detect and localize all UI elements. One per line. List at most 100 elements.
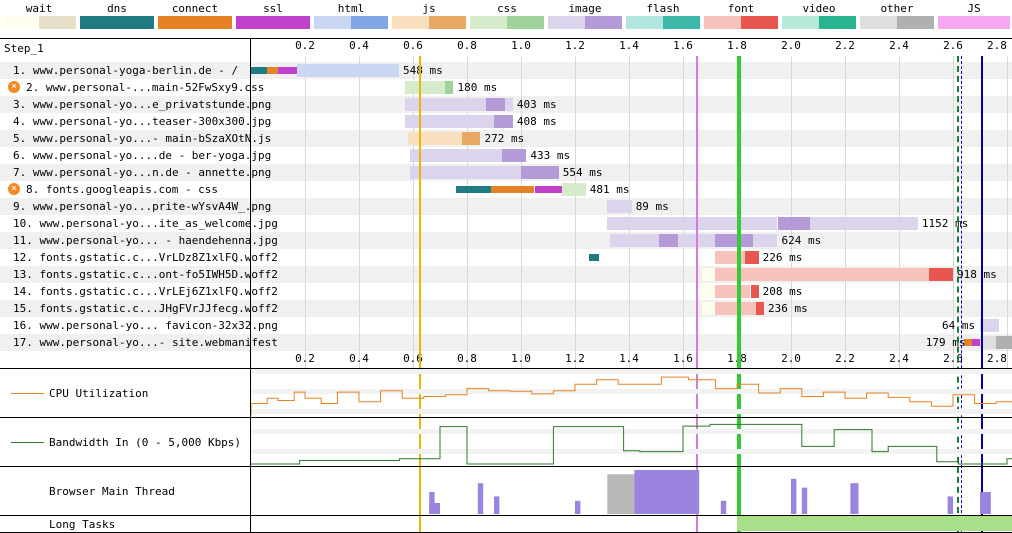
request-bar-image (404, 115, 494, 128)
main-thread-activity (575, 500, 581, 514)
request-row[interactable] (0, 334, 1012, 351)
request-bar-ssl (971, 339, 980, 346)
main-thread-activity (720, 500, 727, 514)
legend-item-js: js (390, 0, 468, 34)
page-event-line (957, 56, 960, 533)
request-row[interactable] (0, 62, 1012, 79)
legend-swatch-dark (585, 16, 622, 29)
request-duration: 180 ms (457, 81, 498, 94)
legend-label: video (802, 2, 836, 15)
page-event-line (960, 56, 962, 533)
request-bar-font (715, 285, 751, 298)
request-label[interactable]: 4. www.personal-yo...teaser-300x300.jpg (13, 115, 272, 128)
axis-tick-label: 0.8 (457, 352, 477, 365)
legend-label: ssl (263, 2, 283, 15)
legend-swatch-dark (897, 16, 934, 29)
request-label[interactable]: 7. www.personal-yo...n.de - annette.png (13, 166, 272, 179)
request-label[interactable]: 11. www.personal-yo... - haendehenna.jpg (13, 234, 278, 247)
axis-tick-label: 1.0 (511, 39, 531, 52)
step-label: Step_1 (4, 42, 44, 55)
legend-swatch-light (236, 16, 273, 29)
request-duration: 624 ms (781, 234, 822, 247)
divider-line (0, 466, 1012, 467)
request-row[interactable] (0, 130, 1012, 147)
request-label[interactable]: 16. www.personal-yo... favicon-32x32.png (13, 319, 278, 332)
legend-swatch-light (548, 16, 585, 29)
request-bar-image (753, 234, 778, 247)
request-label[interactable]: 15. fonts.gstatic.c...JHgFVrJJfecg.woff2 (13, 302, 278, 315)
legend-swatch-dark (351, 16, 388, 29)
request-bar-connect (963, 339, 972, 346)
legend-label: dns (107, 2, 127, 15)
cpu-legend-line (11, 393, 44, 394)
legend-swatch (236, 16, 310, 29)
request-label[interactable]: 12. fonts.gstatic.c...VrLDz8Z1xlFQ.woff2 (13, 251, 278, 264)
main-thread-activity (980, 492, 991, 514)
legend-swatch-dark (429, 16, 466, 29)
request-label[interactable]: 14. fonts.gstatic.c...VrLEj6Z1xlFQ.woff2 (13, 285, 278, 298)
page-event-line (696, 56, 699, 533)
axis-tick-label: 1.8 (727, 39, 747, 52)
grid-line (791, 56, 792, 368)
legend-label: image (568, 2, 602, 15)
legend-label: other (880, 2, 914, 15)
request-label[interactable]: 13. fonts.gstatic.c...ont-fo5IWH5D.woff2 (13, 268, 278, 281)
request-label[interactable]: 17. www.personal-yo...- site.webmanifest (13, 336, 278, 349)
request-bar-other (980, 336, 997, 349)
legend-label: wait (25, 2, 53, 15)
request-label[interactable]: 8. fonts.googleapis.com - css (26, 183, 219, 196)
request-duration: 918 ms (957, 268, 997, 281)
request-duration: 481 ms (589, 183, 630, 196)
grid-line (359, 56, 360, 368)
request-bar-imaged (512, 149, 527, 162)
legend-swatch (782, 16, 856, 29)
axis-tick-label: 0.2 (295, 352, 315, 365)
request-bar-ssl (278, 67, 297, 74)
request-duration: 226 ms (762, 251, 803, 264)
legend-item-ssl: ssl (234, 0, 312, 34)
legend-item-connect: connect (156, 0, 234, 34)
request-label[interactable]: 5. www.personal-yo...- main-bSzaXOtN.js (13, 132, 272, 145)
legend-swatch-dark (273, 16, 310, 29)
request-bar-font (715, 302, 756, 315)
legend-item-wait: wait (0, 0, 78, 34)
request-label[interactable]: 1. www.personal-yoga-berlin.de - / (13, 64, 239, 77)
axis-tick-label: 0.2 (295, 39, 315, 52)
perf-graphs (250, 369, 1012, 531)
request-label[interactable]: 6. www.personal-yo....de - ber-yoga.jpg (13, 149, 272, 162)
legend-item-flash: flash (624, 0, 702, 34)
request-label[interactable]: 10. www.personal-yo...ite_as_welcome.jpg (13, 217, 278, 230)
request-bar-wait (701, 268, 716, 281)
request-bar-image (504, 98, 513, 111)
request-bar-imaged (777, 217, 810, 230)
legend-item-font: font (702, 0, 780, 34)
axis-tick-label: 1.2 (565, 39, 585, 52)
request-bar-cssd (445, 81, 454, 94)
request-row[interactable] (0, 198, 1012, 215)
legend-label: flash (646, 2, 680, 15)
grid-line (305, 56, 306, 368)
request-bar-dns (456, 186, 492, 193)
legend-swatch-dark (39, 16, 76, 29)
legend-swatch-light (392, 16, 429, 29)
cpu-utilization-line (250, 376, 1012, 415)
request-bar-font (715, 268, 929, 281)
legend-swatch (392, 16, 466, 29)
legend-swatch-light (2, 16, 39, 29)
request-bar-fontd (928, 268, 953, 281)
bandwidth-label: Bandwidth In (0 - 5,000 Kbps) (49, 436, 242, 449)
waterfall-chart: Step_1 1. www.personal-yoga-berlin.de - … (0, 38, 1012, 533)
legend-swatch-dark (663, 16, 700, 29)
request-duration: 1152 ms (921, 217, 969, 230)
request-label[interactable]: 2. www.personal-...main-52FwSxy9.css (26, 81, 265, 94)
request-bar-fontd (755, 302, 764, 315)
legend-label: html (337, 2, 365, 15)
legend-item-html: html (312, 0, 390, 34)
main-thread-activity (791, 478, 797, 514)
timing-legend: wait dns connect ssl html js css image flash font… (0, 0, 1012, 34)
legend-swatch-light (860, 16, 897, 29)
request-label[interactable]: 9. www.personal-yo...prite-wYsvA4W_.png (13, 200, 272, 213)
axis-tick-label: 2.2 (835, 352, 855, 365)
request-label[interactable]: 3. www.personal-yo...e_privatstunde.png (13, 98, 272, 111)
legend-label: css (497, 2, 517, 15)
